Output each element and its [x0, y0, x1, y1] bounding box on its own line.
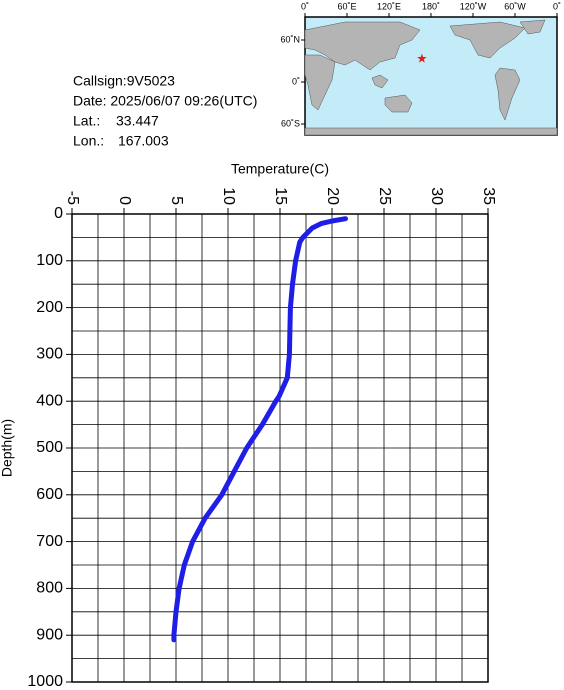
map-lon-label: 60˚E [337, 1, 356, 11]
x-tick-label: -5 [64, 191, 81, 205]
y-tick-label: 900 [36, 626, 63, 643]
y-tick-label: 200 [36, 299, 63, 316]
y-tick-label: 500 [36, 439, 63, 456]
y-axis-title: Depth(m) [0, 419, 15, 477]
map-lat-label: 0˚ [292, 76, 300, 86]
map-lat-label: 60˚S [281, 118, 300, 128]
y-tick-label: 100 [36, 252, 63, 269]
position-star [417, 53, 427, 63]
date: Date: 2025/06/07 09:26(UTC) [73, 93, 257, 109]
lat-value: 33.447 [116, 113, 159, 129]
map-lon-label: 120˚W [460, 1, 487, 11]
map-lat-label: 60˚N [280, 34, 300, 44]
x-tick-label: 30 [428, 187, 445, 205]
x-tick-label: 25 [376, 187, 393, 205]
x-tick-label: 15 [272, 187, 289, 205]
x-axis-title: Temperature(C) [231, 161, 329, 177]
lat-label: Lat.: [73, 113, 100, 129]
y-tick-label: 600 [36, 486, 63, 503]
x-tick-label: 20 [324, 187, 341, 205]
y-tick-label: 800 [36, 580, 63, 597]
x-tick-label: 10 [220, 187, 237, 205]
y-tick-label: 700 [36, 533, 63, 550]
map-lon-label: 60˚W [504, 1, 526, 11]
map-lon-label: 0˚ [553, 1, 561, 11]
map-lon-label: 180˚ [422, 1, 440, 11]
y-tick-label: 300 [36, 346, 63, 363]
map-lon-label: 120˚E [377, 1, 401, 11]
lon-label: Lon.: [73, 133, 104, 149]
profile-line [171, 216, 348, 643]
x-tick-label: 0 [116, 196, 133, 205]
y-tick-label: 400 [36, 392, 63, 409]
map-lon-label: 0˚ [301, 1, 309, 11]
x-tick-label: 5 [168, 196, 185, 205]
land [304, 19, 558, 136]
y-tick-label: 0 [54, 205, 63, 222]
x-tick-label: 35 [480, 187, 497, 205]
lon-value: 167.003 [118, 133, 169, 149]
y-tick-label: 1000 [27, 673, 63, 690]
world-map [304, 16, 558, 136]
callsign: Callsign:9V5023 [73, 73, 175, 89]
